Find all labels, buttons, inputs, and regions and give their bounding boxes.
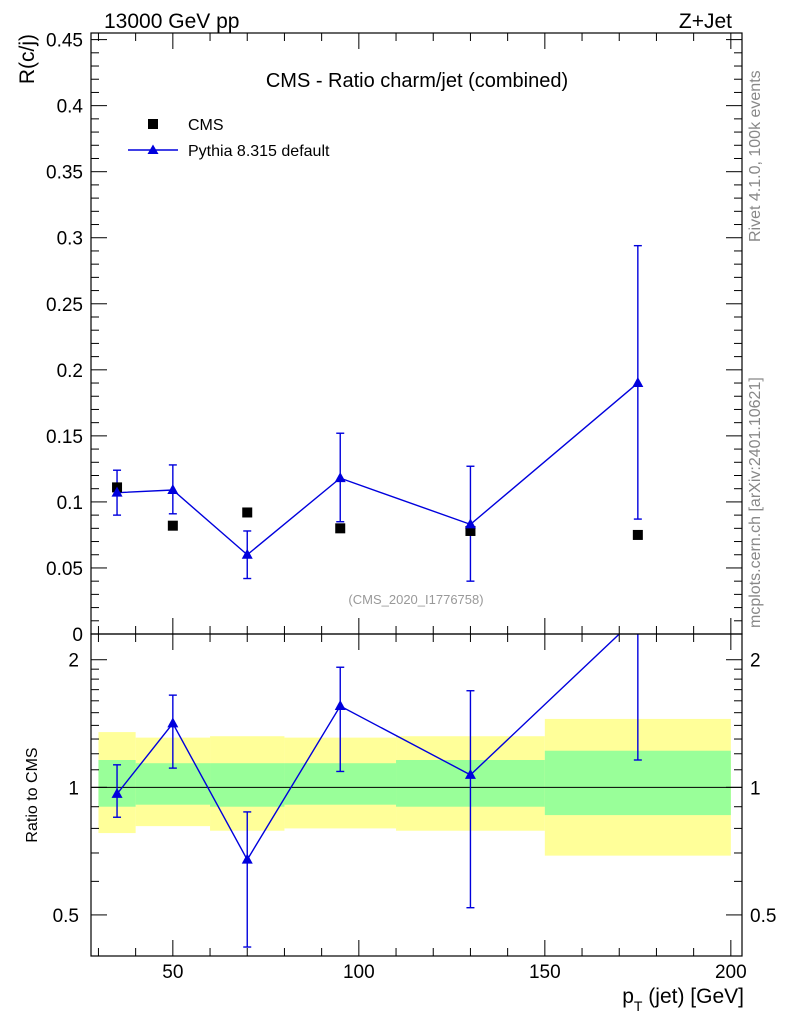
ratio-xtick-label: 150 [529,962,561,983]
main-cms-point [465,525,476,536]
ratio-plot-panel: 0.5 0.5 1 1 2 2 50 100 150 200 Ratio to CMS pT (… [24,610,776,1014]
ratio-pythia-point [111,787,123,798]
legend-pythia-marker [147,144,159,154]
main-pythia-point [464,518,476,529]
ratio-ytick-label: 1 [68,778,79,799]
mcplots-label: mcplots.cern.ch [arXiv:2401.10621] [747,377,764,628]
legend-pythia-label: Pythia 8.315 default [188,143,330,160]
main-pythia-point [334,472,346,483]
ratio-ytick-label: 0.5 [53,906,79,927]
ratio-ytick-label-right: 1 [750,778,761,799]
ratio-ytick-label-right: 0.5 [750,906,776,927]
main-cms-point [242,507,253,518]
main-pythia-point [241,548,253,559]
x-axis-label-rest: (jet) [GeV] [642,985,744,1008]
main-pythia-point [632,377,644,388]
legend-cms-marker [148,119,158,129]
ratio-pythia-point [464,768,476,779]
ratio-ytick-label-right: 2 [750,651,761,672]
main-pythia-point [111,486,123,497]
main-ytick-label: 0.45 [46,31,83,52]
x-axis-label-sub: T [634,998,643,1014]
ratio-xtick-label: 200 [715,962,747,983]
main-cms-point [632,529,643,540]
main-ytick-label: 0.35 [46,163,83,184]
process-label: Z+Jet [679,10,732,33]
ratio-pythia-point [241,853,253,864]
main-title: CMS - Ratio charm/jet (combined) [266,70,568,92]
ratio-ytick-label: 2 [68,651,79,672]
main-ytick-label: 0.4 [57,97,84,118]
main-ytick-label: 0.3 [57,229,83,250]
legend: CMS Pythia 8.315 default [128,117,330,160]
ratio-inner-band [135,763,211,805]
main-cms-point [335,523,346,534]
main-pythia-line [117,382,639,556]
main-cms-point [167,520,178,531]
x-axis-label: pT (jet) [GeV] [622,985,744,1014]
main-ytick-label: 0.25 [46,295,83,316]
main-pythia-point [167,484,179,495]
ratio-frame [90,633,743,957]
ratio-inner-band [210,763,285,807]
main-ytick-label: 0.05 [46,559,83,580]
ratio-pythia-line [116,634,621,862]
main-plot-panel: 0 0.05 0.1 0.15 0.2 0.25 0.3 0.35 0.4 0.45 CMS - … [16,31,743,646]
rivet-label: Rivet 4.1.0, 100k events [747,70,764,242]
ratio-pythia-point [632,610,643,620]
main-ylabel: R(c/j) [16,34,39,84]
legend-cms-label: CMS [188,117,224,134]
main-ytick-label: 0 [72,625,83,646]
ratio-ylabel: Ratio to CMS [24,747,41,842]
ratio-inner-band [544,750,731,816]
ratio-xtick-label: 50 [162,962,183,983]
main-ytick-label: 0.15 [46,427,83,448]
ratio-xtick-label: 100 [343,962,375,983]
ratio-pythia-point [334,700,346,711]
x-axis-label-main: p [622,985,634,1008]
analysis-tag: (CMS_2020_I1776758) [348,592,483,607]
energy-label: 13000 GeV pp [104,10,239,33]
ratio-pythia-point [167,717,179,728]
main-ytick-label: 0.2 [57,361,83,382]
main-ytick-label: 0.1 [57,493,83,514]
